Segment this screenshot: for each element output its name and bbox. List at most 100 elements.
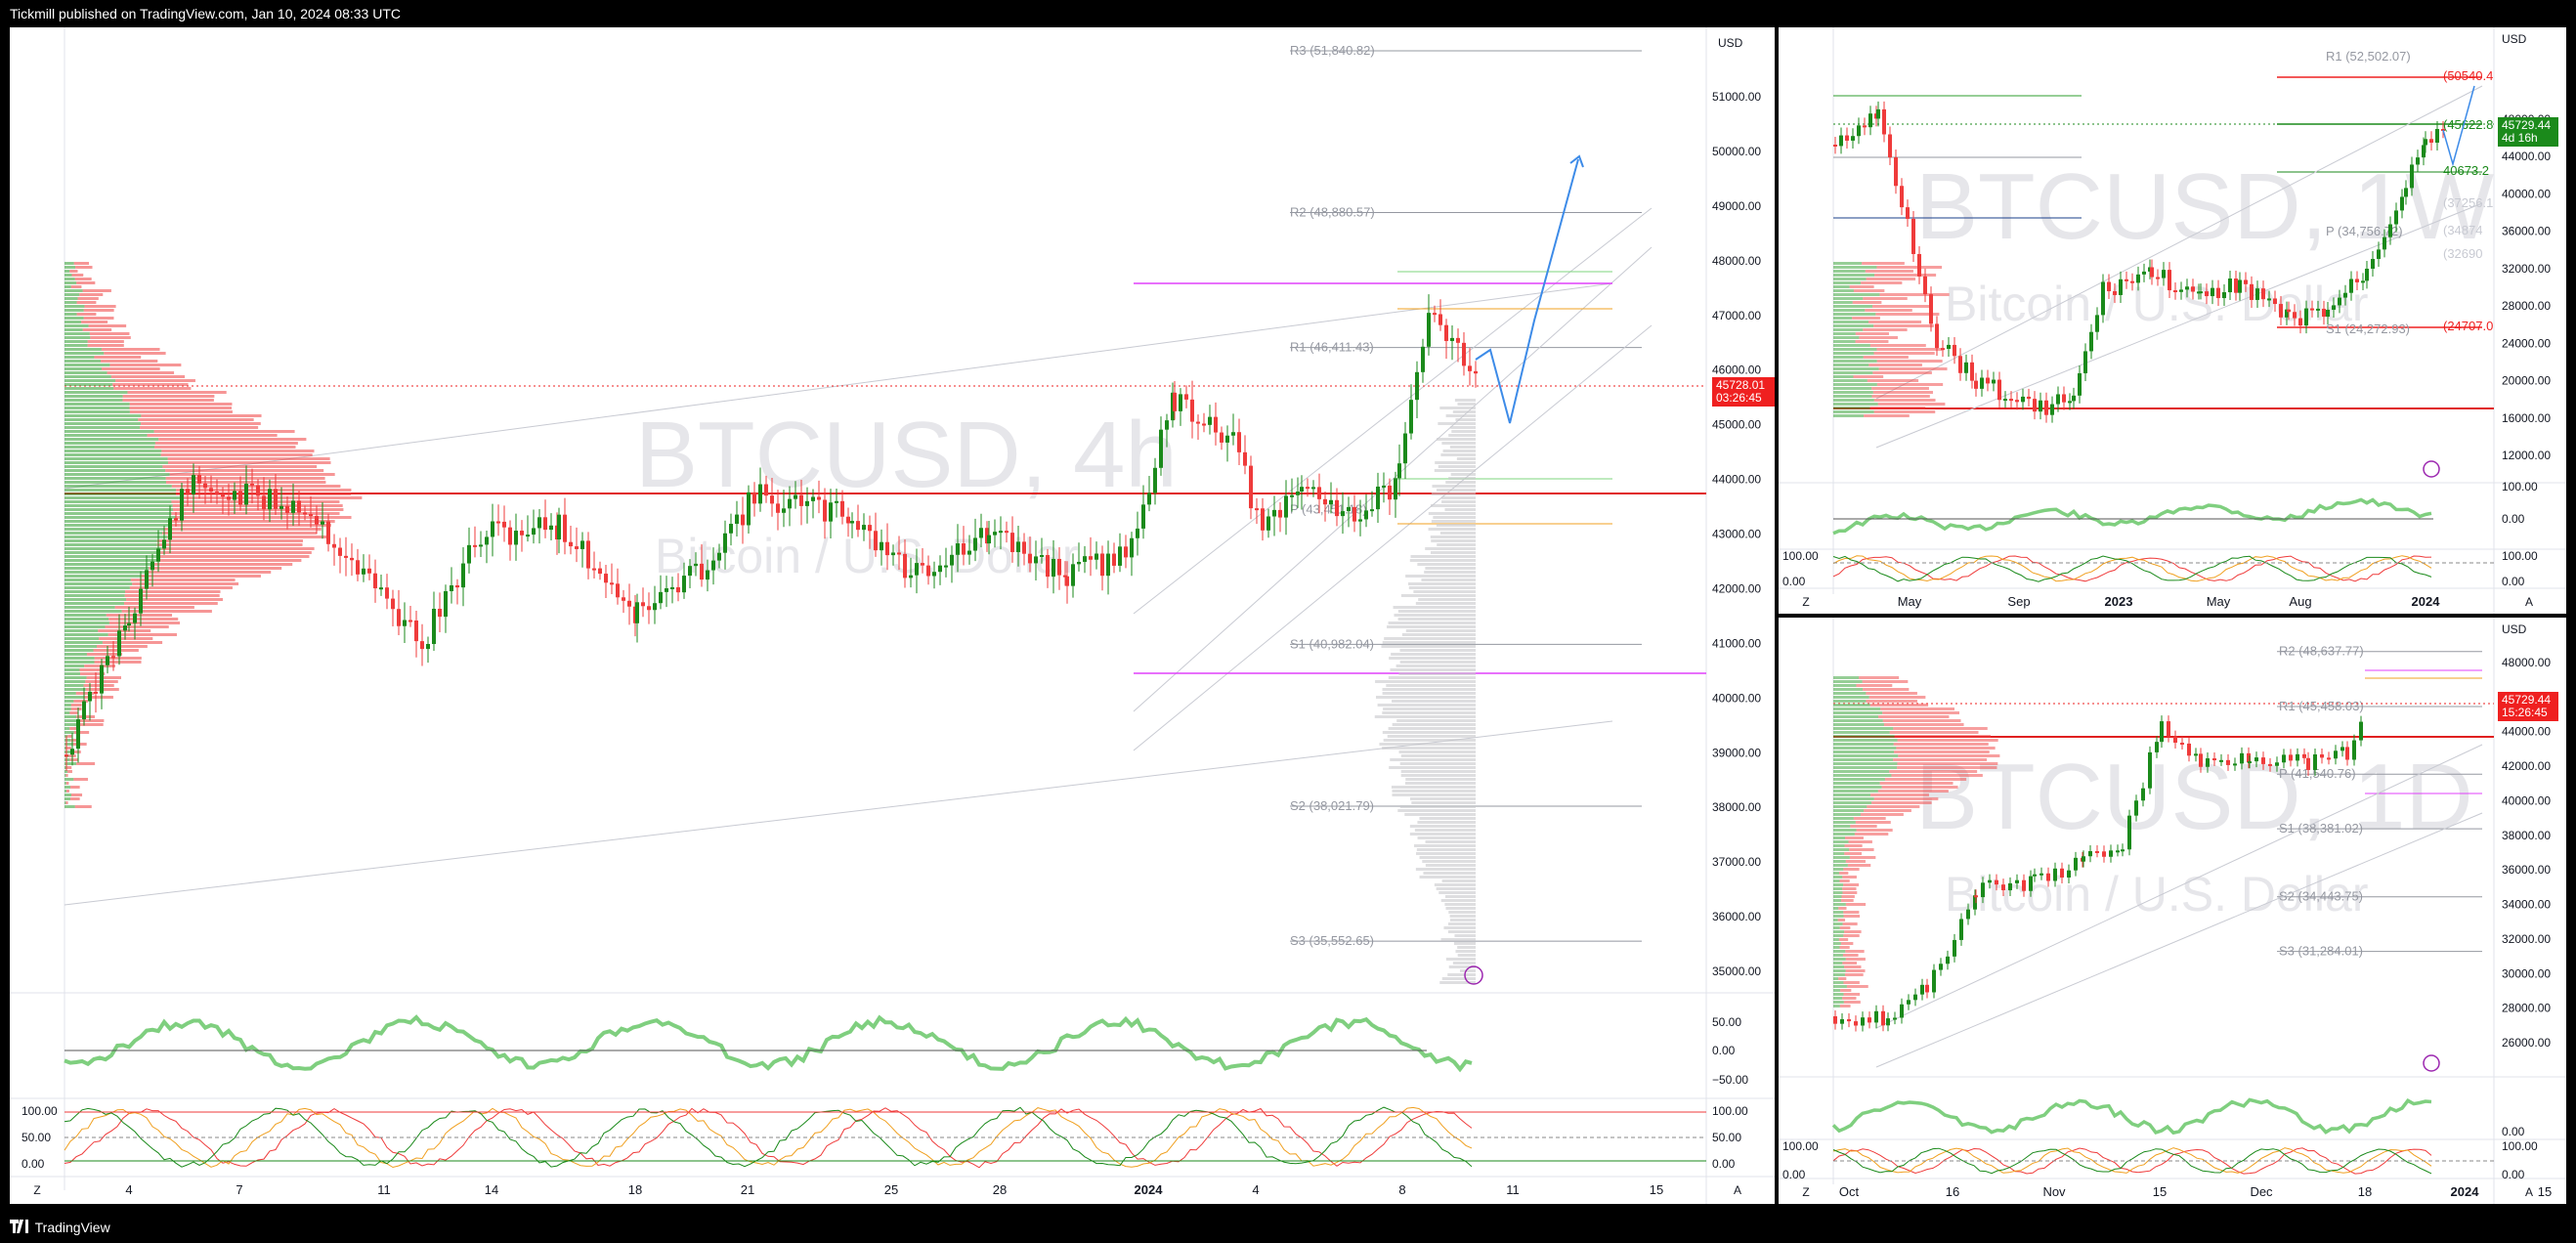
volume-profile-bar [64,469,166,472]
volume-profile-bar [1833,395,1872,398]
volume-profile-bar [64,629,99,632]
candle [788,498,792,509]
x-tick-label: 4 [125,1182,132,1197]
auto-scale-button: A [2525,1185,2533,1199]
volume-profile-bar [1431,493,1476,495]
candle [256,485,260,496]
volume-profile-bar [1879,782,1953,785]
level-label: (50540.4 [2443,68,2493,83]
candle [274,489,278,509]
volume-profile-bar [175,493,352,495]
candle [2226,759,2230,765]
y-tick-label: 16000.00 [2502,411,2551,425]
volume-profile-bar [64,457,168,460]
chart-1d-canvas[interactable]: BTCUSD, 1D Bitcoin / U.S. Dollar USD 48000.… [1779,618,2566,1204]
auto-scale-button: A [1734,1183,1741,1197]
candle [379,587,383,590]
volume-profile-bar [1381,645,1476,648]
candle [604,574,608,583]
volume-profile-bar [1833,876,1843,879]
volume-profile-bar [127,391,227,394]
candle [1034,556,1038,564]
candle [909,575,913,579]
volume-profile-bar [1884,778,1967,781]
candle [580,540,584,549]
volume-profile-bar [1881,786,1958,789]
tradingview-logo-icon[interactable] [10,1214,31,1243]
volume-profile-bar [69,711,78,714]
volume-profile-bar [1399,805,1476,808]
candle [700,563,704,580]
volume-profile-bar [1833,715,1879,718]
chart-1d-panel[interactable]: BTCUSD, 1D Bitcoin / U.S. Dollar USD 48000.… [1779,618,2566,1204]
candle [1839,135,1843,147]
volume-profile-bar [1867,805,1920,808]
candle [1907,1000,1911,1005]
candle [665,588,668,592]
volume-profile-bar [64,391,128,394]
volume-profile-bar [104,352,166,355]
volume-profile-bar [64,649,94,652]
volume-profile-bar [167,457,330,460]
candle [586,540,590,569]
volume-profile-bar [1843,911,1860,914]
volume-profile-bar [1833,1005,1840,1007]
volume-profile-bar [1451,430,1476,433]
auto-scale-button: A [2525,595,2533,609]
volume-profile-bar [1437,543,1476,546]
zoom-z-button: Z [1802,1185,1809,1199]
volume-profile-bar [1833,305,1873,308]
volume-profile-bar [1833,399,1874,402]
y-tick-label: 45000.00 [1712,418,1761,432]
watermark-name: Bitcoin / U.S. Dollar [1945,867,2368,922]
candle [1980,377,1984,389]
candle [2334,750,2338,759]
volume-profile-bar [1833,844,1845,847]
volume-profile-bar [1833,790,1878,793]
volume-profile-bar [1419,856,1476,859]
candle [2254,757,2258,762]
volume-profile-bar [1404,813,1476,816]
volume-profile-bar [1833,778,1885,781]
candle [1106,553,1110,577]
volume-profile-bar [64,676,87,679]
candle [1450,337,1454,341]
candle [2244,279,2248,284]
candle [76,719,80,750]
x-tick-label: 4 [1252,1182,1259,1197]
candle [64,754,68,757]
volume-profile-bar [67,770,72,773]
y-tick-label: 24000.00 [2502,336,2551,350]
volume-profile-bar [1883,723,1964,726]
volume-profile-bar [1894,735,1992,738]
tradingview-brand[interactable]: TradingView [34,1220,110,1235]
trend-line [1133,207,1653,615]
candle [2248,761,2252,764]
publisher-text: Tickmill published on TradingView.com, J… [10,6,401,21]
volume-profile-bar [64,403,130,406]
volume-profile-bar [107,633,177,636]
volume-profile-bar [1437,489,1476,492]
candle [1005,531,1009,534]
volume-profile-bar [1457,946,1476,949]
candle [856,521,860,531]
volume-profile-bar [1833,313,1876,316]
volume-profile-bar [1393,606,1476,609]
chart-4h-panel[interactable]: BTCUSD, 4h Bitcoin / U.S. Dollar USD 51000.… [10,27,1775,1204]
volume-profile-bar [1405,778,1476,781]
volume-profile-bar [1445,958,1476,961]
candle [598,568,602,575]
candle [2060,868,2064,878]
volume-profile-bar [79,668,104,671]
volume-profile-bar [64,422,142,425]
candle [2021,396,2025,403]
volume-profile-bar [124,594,220,597]
volume-profile-bar [125,590,221,593]
volume-profile-bar [1833,864,1848,867]
candle [2365,268,2369,281]
volume-profile-bar [1456,457,1476,460]
volume-profile-bar [64,446,154,449]
